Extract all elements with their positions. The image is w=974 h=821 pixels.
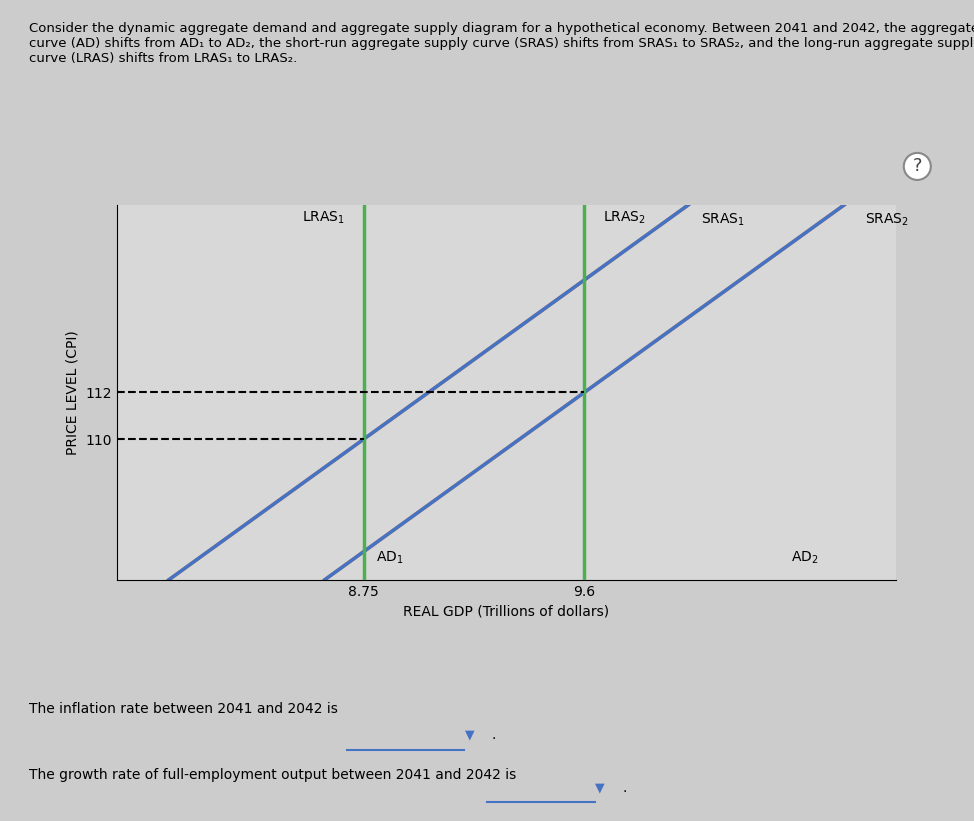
Text: SRAS$_2$: SRAS$_2$ [865,212,909,228]
Text: ▼: ▼ [465,729,474,741]
Text: AD$_2$: AD$_2$ [792,549,819,566]
Text: ?: ? [913,158,922,176]
Text: ▼: ▼ [595,781,605,794]
Text: AD$_1$: AD$_1$ [376,549,403,566]
Text: Consider the dynamic aggregate demand and aggregate supply diagram for a hypothe: Consider the dynamic aggregate demand an… [29,21,974,65]
Text: SRAS$_1$: SRAS$_1$ [701,212,745,228]
Text: The growth rate of full-employment output between 2041 and 2042 is: The growth rate of full-employment outpu… [29,768,516,782]
Text: The inflation rate between 2041 and 2042 is: The inflation rate between 2041 and 2042… [29,703,338,717]
Text: .: . [622,781,627,795]
Text: LRAS$_2$: LRAS$_2$ [603,209,646,226]
Text: LRAS$_1$: LRAS$_1$ [302,209,346,226]
Y-axis label: PRICE LEVEL (CPI): PRICE LEVEL (CPI) [66,330,80,455]
X-axis label: REAL GDP (Trillions of dollars): REAL GDP (Trillions of dollars) [403,604,610,618]
Text: .: . [492,728,496,742]
